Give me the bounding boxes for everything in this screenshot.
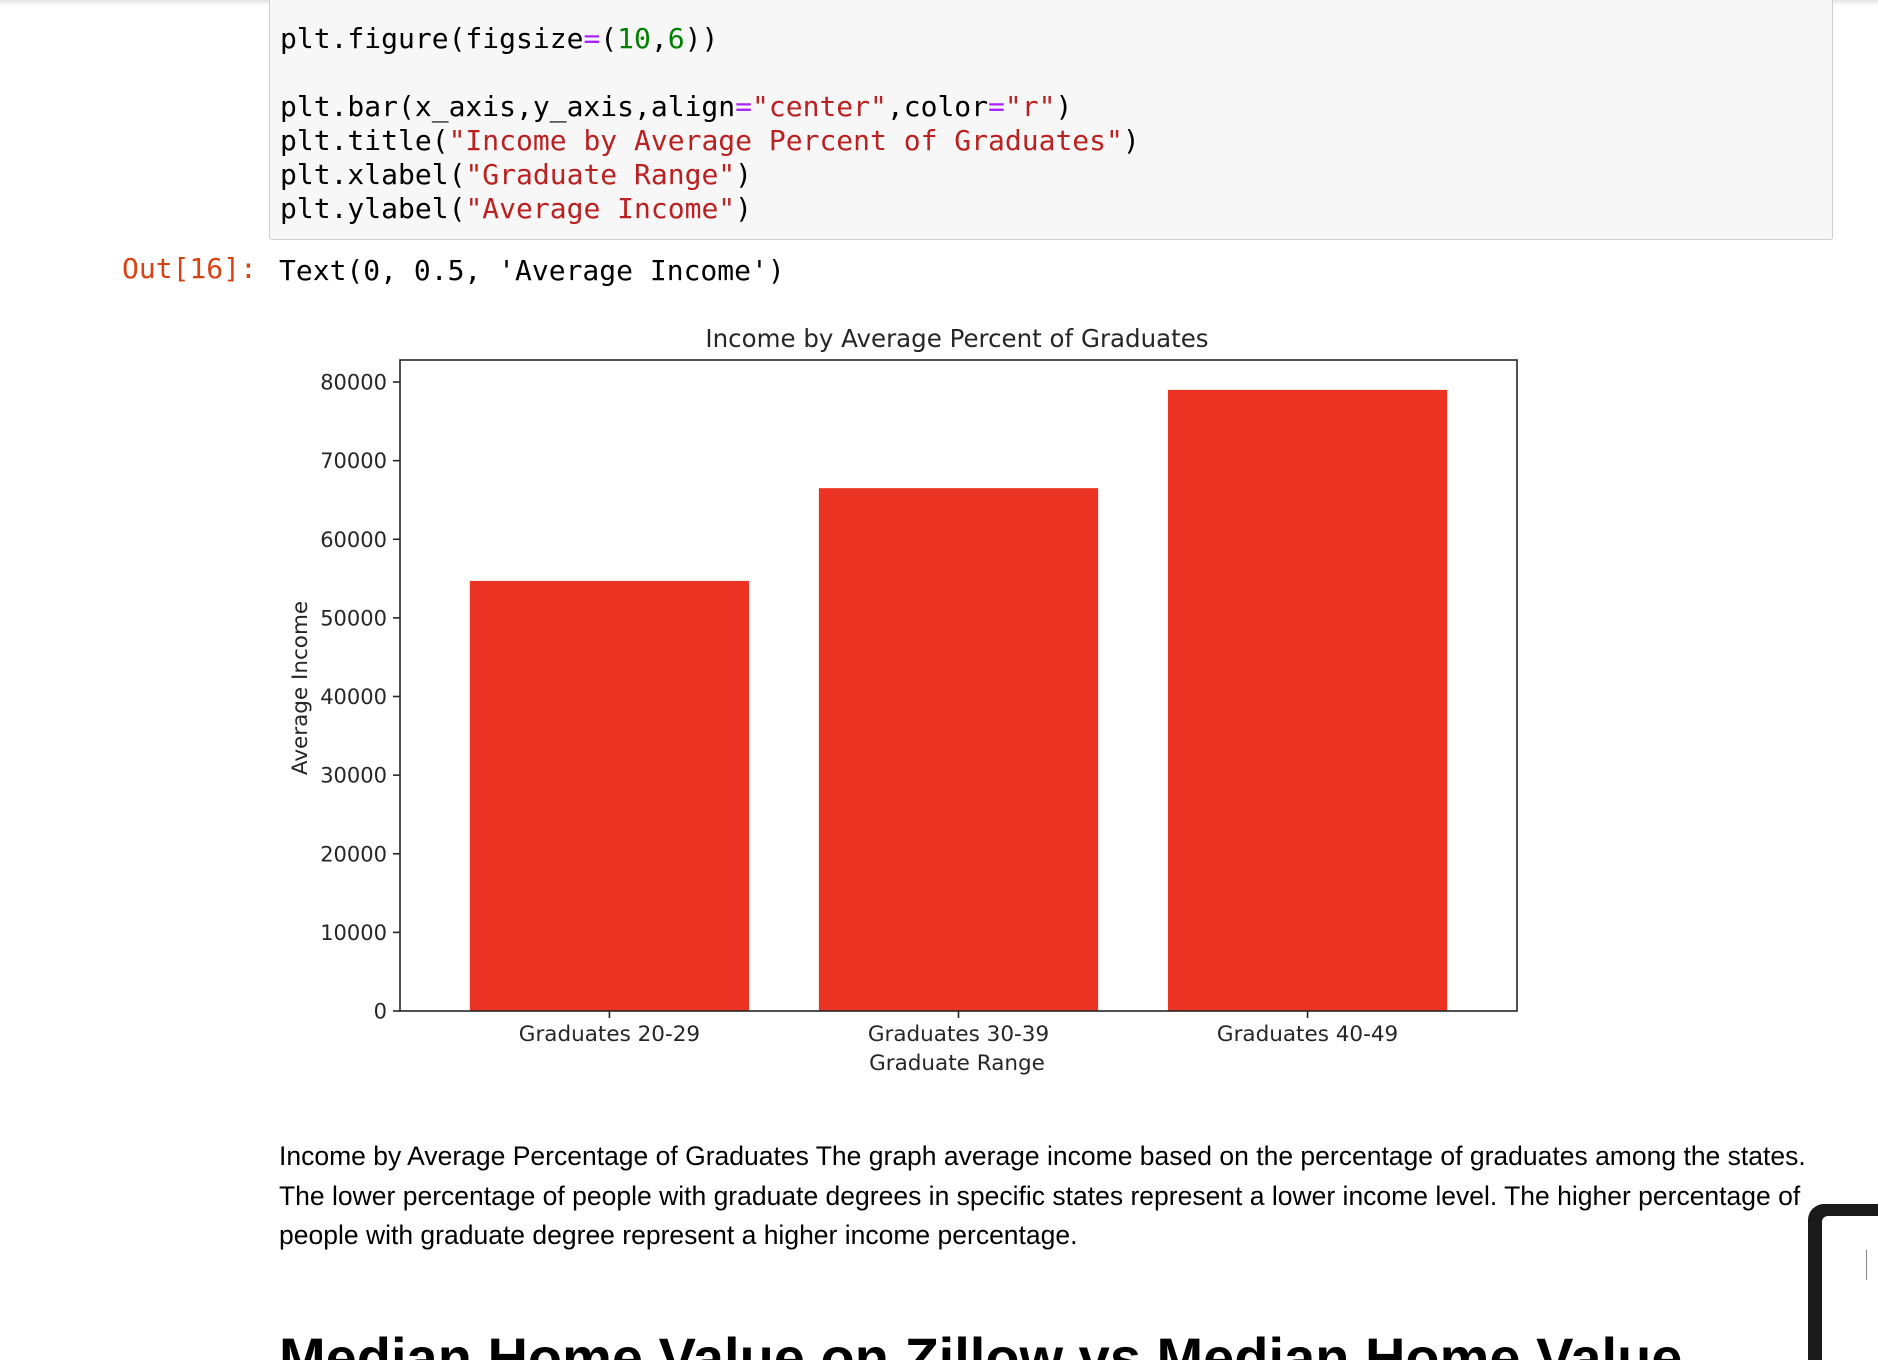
chart-title: Income by Average Percent of Graduates	[705, 324, 1208, 353]
bar	[469, 580, 750, 1011]
output-prompt: Out[16]:	[122, 252, 257, 285]
code-token: "center"	[752, 90, 887, 123]
code-line: plt.xlabel("Graduate Range")	[280, 158, 752, 192]
code-token: plt.ylabel(	[280, 192, 466, 225]
code-token: ,	[650, 22, 668, 55]
code-token: plt.figure(figsize	[280, 22, 584, 55]
code-token: =	[735, 90, 753, 123]
plot-frame	[399, 359, 1518, 1012]
y-axis: 0 10000 20000 30000 40000 50000 60000 70000 8000…	[320, 371, 400, 1024]
markdown-heading: Median Home Value on Zillow vs Median Ho…	[279, 1326, 1683, 1360]
code-token: )	[735, 192, 753, 225]
y-tick-label: 10000	[320, 921, 387, 945]
bars-group	[469, 389, 1448, 1012]
code-token: 10	[617, 22, 651, 55]
code-token: ,color	[886, 90, 989, 123]
code-token: =	[583, 22, 601, 55]
x-tick-label: Graduates 20-29	[519, 1022, 700, 1047]
y-tick-label: 30000	[320, 764, 387, 788]
y-tick-label: 50000	[320, 606, 387, 630]
code-token: )	[1055, 90, 1073, 123]
y-tick-label: 40000	[320, 685, 387, 709]
code-line: plt.bar(x_axis,y_axis,align="center",col…	[280, 90, 1072, 124]
code-token: "Average Income"	[465, 192, 736, 225]
y-tick-label: 0	[374, 1000, 387, 1024]
code-cell[interactable]: plt.figure(figsize=(10,6)) plt.bar(x_axis…	[269, 0, 1833, 240]
bar-chart: Income by Average Percent of Graduates 0…	[288, 324, 1518, 1076]
y-tick-label: 20000	[320, 842, 387, 866]
code-token: 6	[667, 22, 685, 55]
code-token: "Graduate Range"	[465, 158, 736, 191]
x-axis-label: Graduate Range	[869, 1051, 1045, 1076]
bar	[818, 488, 1099, 1012]
code-token: =	[988, 90, 1005, 123]
x-axis: Graduates 20-29 Graduates 30-39 Graduates …	[519, 1011, 1398, 1047]
code-line: plt.ylabel("Average Income")	[280, 192, 752, 226]
y-tick-label: 70000	[320, 449, 387, 473]
code-token: plt.xlabel(	[280, 158, 466, 191]
code-token: ))	[684, 22, 719, 55]
y-tick-label: 60000	[320, 528, 387, 552]
code-line: plt.title("Income by Average Percent of …	[280, 124, 1140, 158]
code-line: plt.figure(figsize=(10,6))	[280, 22, 718, 56]
device-marker	[1866, 1250, 1867, 1280]
bar	[1167, 389, 1448, 1011]
output-text: Text(0, 0.5, 'Average Income')	[279, 254, 785, 287]
code-token: "Income by Average Percent of Graduates"	[448, 124, 1123, 157]
x-tick-label: Graduates 40-49	[1217, 1022, 1398, 1047]
code-token: )	[735, 158, 753, 191]
code-token: "r"	[1004, 90, 1056, 123]
code-token: plt.bar(x_axis,y_axis,align	[280, 90, 736, 123]
y-tick-label: 80000	[320, 371, 387, 395]
code-token: (	[600, 22, 618, 55]
code-token: plt.title(	[280, 124, 449, 157]
markdown-paragraph: Income by Average Percentage of Graduate…	[279, 1141, 1806, 1250]
device-screen	[1822, 1216, 1878, 1360]
y-axis-label: Average Income	[288, 601, 313, 775]
code-token: )	[1122, 124, 1140, 157]
x-tick-label: Graduates 30-39	[868, 1022, 1049, 1047]
